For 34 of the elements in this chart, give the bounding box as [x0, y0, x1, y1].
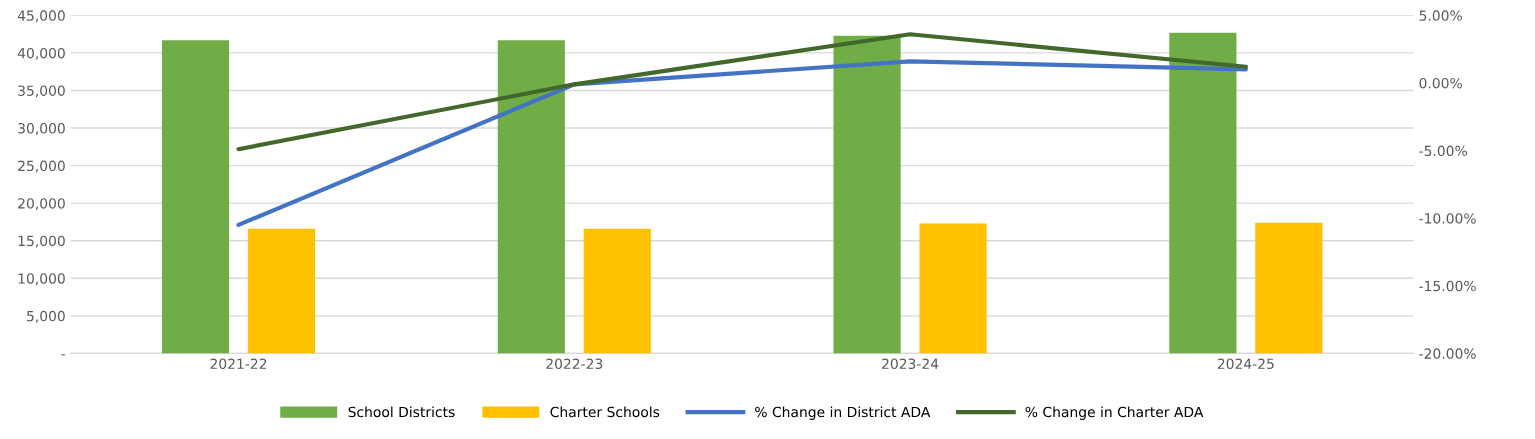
y2-tick-label: -5.00%: [1419, 145, 1467, 157]
y-tick-label: 5,000: [27, 310, 65, 323]
legend-label: School Districts: [348, 406, 455, 418]
y-tick-label: 40,000: [17, 47, 65, 60]
line-series: [236, 59, 1248, 228]
y2-tick-label: -15.00%: [1419, 280, 1476, 292]
bar: [833, 35, 901, 354]
y-tick-label: 20,000: [18, 198, 65, 211]
bar: [247, 228, 316, 354]
bar: [497, 40, 565, 354]
line-series: [236, 32, 1248, 152]
bar: [161, 40, 230, 354]
legend-label: Charter Schools: [550, 406, 660, 418]
y-tick-label: 15,000: [18, 235, 65, 248]
bar: [1169, 32, 1237, 354]
bar: [1255, 222, 1323, 354]
x-tick-label: 2023-24: [882, 358, 939, 370]
x-tick-label: 2022-23: [546, 358, 603, 370]
y2-tick-label: 5.00%: [1419, 10, 1462, 21]
bar: [583, 228, 651, 354]
y2-tick-label: -20.00%: [1419, 348, 1476, 359]
y2-tick-label: 0.00%: [1419, 77, 1462, 89]
y2-tick-label: -10.00%: [1419, 213, 1476, 224]
legend-label: % Change in Charter ADA: [1025, 406, 1204, 420]
y-tick-label: 30,000: [18, 123, 65, 135]
legend-label: % Change in District ADA: [755, 406, 931, 420]
y-tick-label: 45,000: [17, 10, 65, 23]
bar: [919, 223, 987, 354]
y-tick-label: 25,000: [18, 160, 65, 173]
y-tick-label: -: [61, 354, 66, 356]
y-tick-label: 10,000: [18, 273, 65, 286]
x-tick-label: 2021-22: [210, 358, 267, 370]
x-tick-label: 2024-25: [1217, 358, 1274, 370]
y-tick-label: 35,000: [18, 85, 65, 98]
